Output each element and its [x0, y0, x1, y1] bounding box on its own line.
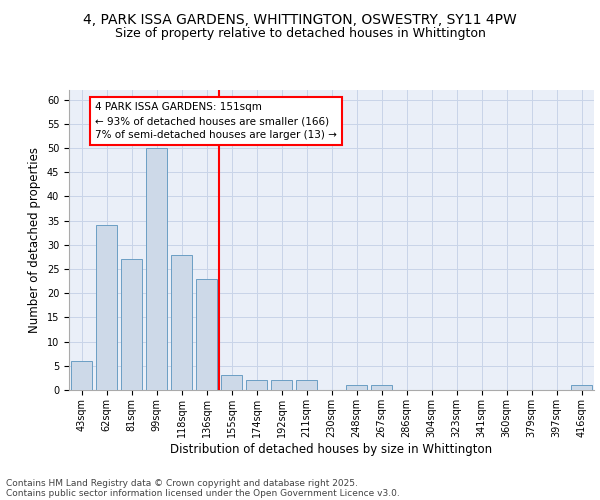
Bar — [271, 380, 292, 390]
Bar — [221, 376, 242, 390]
Bar — [371, 385, 392, 390]
Text: Contains HM Land Registry data © Crown copyright and database right 2025.: Contains HM Land Registry data © Crown c… — [6, 478, 358, 488]
Bar — [121, 260, 142, 390]
Text: 4 PARK ISSA GARDENS: 151sqm
← 93% of detached houses are smaller (166)
7% of sem: 4 PARK ISSA GARDENS: 151sqm ← 93% of det… — [95, 102, 337, 140]
Bar — [571, 385, 592, 390]
Bar — [246, 380, 267, 390]
Text: Size of property relative to detached houses in Whittington: Size of property relative to detached ho… — [115, 28, 485, 40]
Bar — [346, 385, 367, 390]
Text: 4, PARK ISSA GARDENS, WHITTINGTON, OSWESTRY, SY11 4PW: 4, PARK ISSA GARDENS, WHITTINGTON, OSWES… — [83, 12, 517, 26]
Bar — [96, 226, 117, 390]
X-axis label: Distribution of detached houses by size in Whittington: Distribution of detached houses by size … — [170, 442, 493, 456]
Bar — [196, 278, 217, 390]
Y-axis label: Number of detached properties: Number of detached properties — [28, 147, 41, 333]
Bar — [296, 380, 317, 390]
Bar — [146, 148, 167, 390]
Bar — [71, 361, 92, 390]
Text: Contains public sector information licensed under the Open Government Licence v3: Contains public sector information licen… — [6, 488, 400, 498]
Bar — [171, 254, 192, 390]
